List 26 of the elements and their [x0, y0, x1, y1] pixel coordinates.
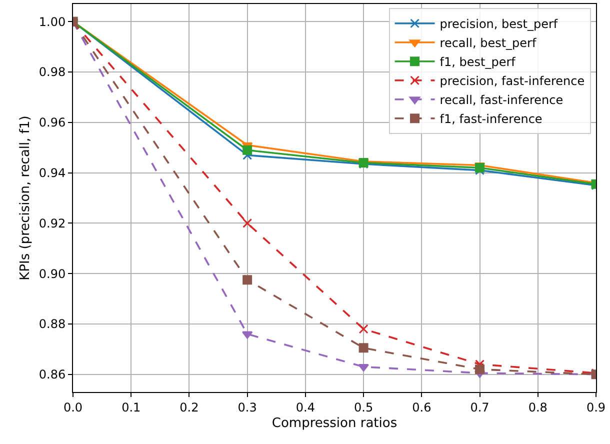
y-tick-label: 0.96 [38, 116, 66, 130]
x-tick-label: 0.6 [412, 400, 432, 414]
y-tick-label: 0.86 [38, 368, 66, 382]
x-tick-label: 0.9 [586, 400, 606, 414]
x-tick-label: 0.8 [528, 400, 548, 414]
legend-label: recall, fast-inference [440, 93, 564, 108]
y-tick-label: 0.94 [38, 166, 66, 180]
y-tick-label: 1.00 [38, 14, 66, 29]
legend-label: precision, best_perf [440, 17, 558, 32]
y-tick-label: 0.92 [38, 216, 66, 230]
x-tick-label: 0.5 [354, 400, 374, 414]
x-tick-label: 0.7 [470, 400, 490, 414]
y-tick-label: 0.90 [38, 266, 66, 281]
y-tick-label: 0.98 [38, 65, 66, 80]
legend-label: f1, best_perf [440, 55, 516, 70]
y-tick-label: 0.88 [38, 317, 66, 332]
x-tick-label: 0.4 [296, 400, 315, 414]
legend-label: precision, fast-inference [440, 74, 585, 88]
x-tick-label: 0.3 [238, 400, 257, 414]
y-axis-title: KPIs (precision, recall, f1) [18, 116, 33, 280]
x-tick-label: 0.2 [180, 400, 199, 414]
legend-label: recall, best_perf [440, 36, 537, 50]
legend-label: f1, fast-inference [440, 112, 542, 126]
x-tick-label: 0.0 [63, 400, 83, 414]
x-tick-label: 0.1 [122, 400, 141, 414]
x-axis-title: Compression ratios [272, 416, 398, 431]
